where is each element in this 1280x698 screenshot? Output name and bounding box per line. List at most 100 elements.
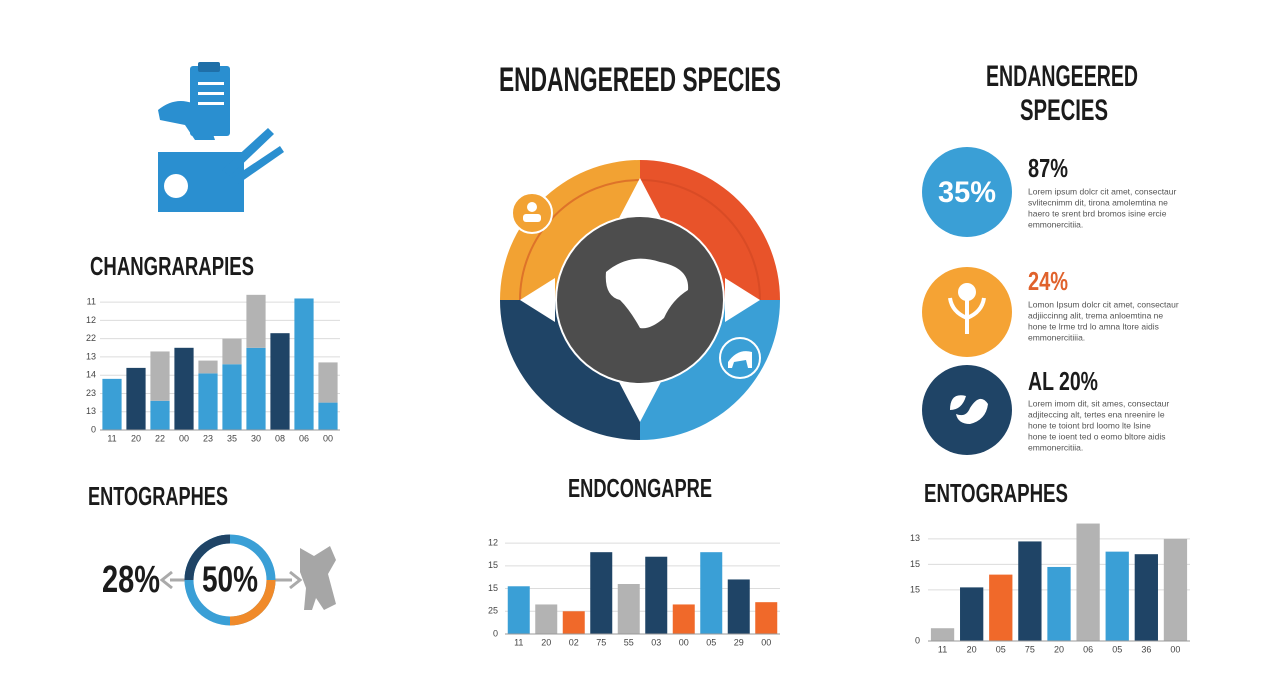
y-tick-label: 11 <box>87 297 96 307</box>
x-tick-label: 11 <box>107 433 116 443</box>
bar-segment <box>318 362 338 403</box>
bar-segment <box>222 338 242 365</box>
stat-description: adjiiccinng alit, trema anloemtina ne <box>1028 310 1163 320</box>
ring <box>229 579 276 626</box>
arrow <box>272 570 303 590</box>
stat-value: 24% <box>1028 266 1068 296</box>
bar-segment <box>174 347 194 430</box>
bar-segment <box>102 378 122 430</box>
bar <box>930 628 955 641</box>
x-tick-label: 06 <box>1083 644 1093 654</box>
chart-title: ENTOGRAPHES <box>924 478 1068 508</box>
bar-segment <box>246 347 266 430</box>
main-title: ENDANGEREED SPECIES <box>499 61 781 99</box>
bar-segment <box>198 360 218 374</box>
stat-description: adjiteccing alt, tertes ena nreenire le <box>1028 409 1165 419</box>
bar <box>700 552 723 634</box>
x-tick-label: 08 <box>275 433 285 443</box>
side-title: ENDANGEERED <box>986 60 1138 93</box>
x-tick-label: 05 <box>1112 644 1122 654</box>
stat-description: Lorem imom dit, sit ames, consectaur <box>1028 398 1169 408</box>
bar-segment <box>294 298 314 430</box>
x-tick-label: 20 <box>131 433 141 443</box>
y-tick-label: 14 <box>86 370 96 380</box>
y-tick-label: 15 <box>488 583 498 593</box>
bar-segment <box>222 364 242 430</box>
bar <box>1105 551 1129 641</box>
y-tick-label: 22 <box>86 333 96 343</box>
x-tick-label: 11 <box>514 637 523 647</box>
bar <box>1018 541 1042 641</box>
stat-description: emmonercitiiia. <box>1028 332 1085 342</box>
plant-icon <box>958 283 976 301</box>
stat-description: emmonercitiia. <box>1028 442 1083 452</box>
x-tick-label: 75 <box>1025 644 1035 654</box>
x-tick-label: 23 <box>203 433 213 443</box>
bar <box>535 604 558 634</box>
bar-segment <box>318 402 338 430</box>
ring <box>184 534 231 581</box>
x-tick-label: 29 <box>734 637 744 647</box>
bar <box>507 586 530 634</box>
stat-description: Lomon Ipsum dolcr cit amet, consectaur <box>1028 299 1179 309</box>
bar-segment <box>198 373 218 430</box>
y-tick-label: 0 <box>915 635 920 645</box>
x-tick-label: 00 <box>679 637 689 647</box>
y-tick-label: 13 <box>86 351 96 361</box>
x-tick-label: 20 <box>541 637 551 647</box>
stat-value: 87% <box>1028 153 1068 183</box>
y-tick-label: 13 <box>86 406 96 416</box>
y-tick-label: 25 <box>488 606 498 616</box>
x-tick-label: 00 <box>1170 644 1180 654</box>
bar-segment <box>246 294 266 348</box>
x-tick-label: 03 <box>651 637 661 647</box>
stat-description: haero te srent brd bromos isine ercie <box>1028 208 1167 218</box>
x-tick-label: 20 <box>1054 644 1064 654</box>
stat-circle <box>922 147 1012 237</box>
section-title: ENTOGRAPHES <box>88 481 228 511</box>
bar <box>562 611 585 634</box>
x-tick-label: 02 <box>569 637 579 647</box>
x-tick-label: 00 <box>323 433 333 443</box>
x-tick-label: 36 <box>1141 644 1151 654</box>
animal-icon <box>300 546 336 610</box>
bar <box>1047 566 1071 641</box>
stat-description: hone te ioent ted o eomo bltore aidis <box>1028 431 1166 441</box>
y-tick-label: 15 <box>910 559 920 569</box>
bar-segment <box>270 333 290 430</box>
stat-circle-label: 35% <box>938 176 996 209</box>
y-tick-label: 0 <box>493 628 498 638</box>
plant-icon <box>948 297 986 334</box>
side-title: SPECIES <box>1020 94 1108 127</box>
bar <box>1163 538 1188 641</box>
y-tick-label: 12 <box>488 537 498 547</box>
cycle-wheel <box>500 160 780 440</box>
x-tick-label: 05 <box>706 637 716 647</box>
report-icon <box>158 62 284 212</box>
bar <box>617 584 640 634</box>
x-tick-label: 00 <box>179 433 189 443</box>
x-tick-label: 06 <box>299 433 309 443</box>
y-tick-label: 15 <box>488 560 498 570</box>
bar <box>645 556 668 634</box>
bar <box>960 587 984 641</box>
x-tick-label: 11 <box>938 644 947 654</box>
stat-description: svlitecnimm dit, tirona amolemtina ne <box>1028 197 1168 207</box>
stat-label: 28% <box>102 559 160 601</box>
x-tick-label: 30 <box>251 433 261 443</box>
bar-segment <box>126 367 146 430</box>
ring-label: 50% <box>202 559 258 600</box>
x-tick-label: 05 <box>996 644 1006 654</box>
y-tick-label: 12 <box>86 315 96 325</box>
stat-circle <box>922 365 1012 455</box>
y-tick-label: 15 <box>910 584 920 594</box>
y-tick-label: 23 <box>86 388 96 398</box>
bar <box>755 602 778 634</box>
y-tick-label: 0 <box>91 424 96 434</box>
bar <box>727 579 750 634</box>
stat-description: Lorem ipsum dolcr cit amet, consectaur <box>1028 186 1177 196</box>
leaf-icon <box>950 395 988 424</box>
bar-segment <box>150 351 170 401</box>
